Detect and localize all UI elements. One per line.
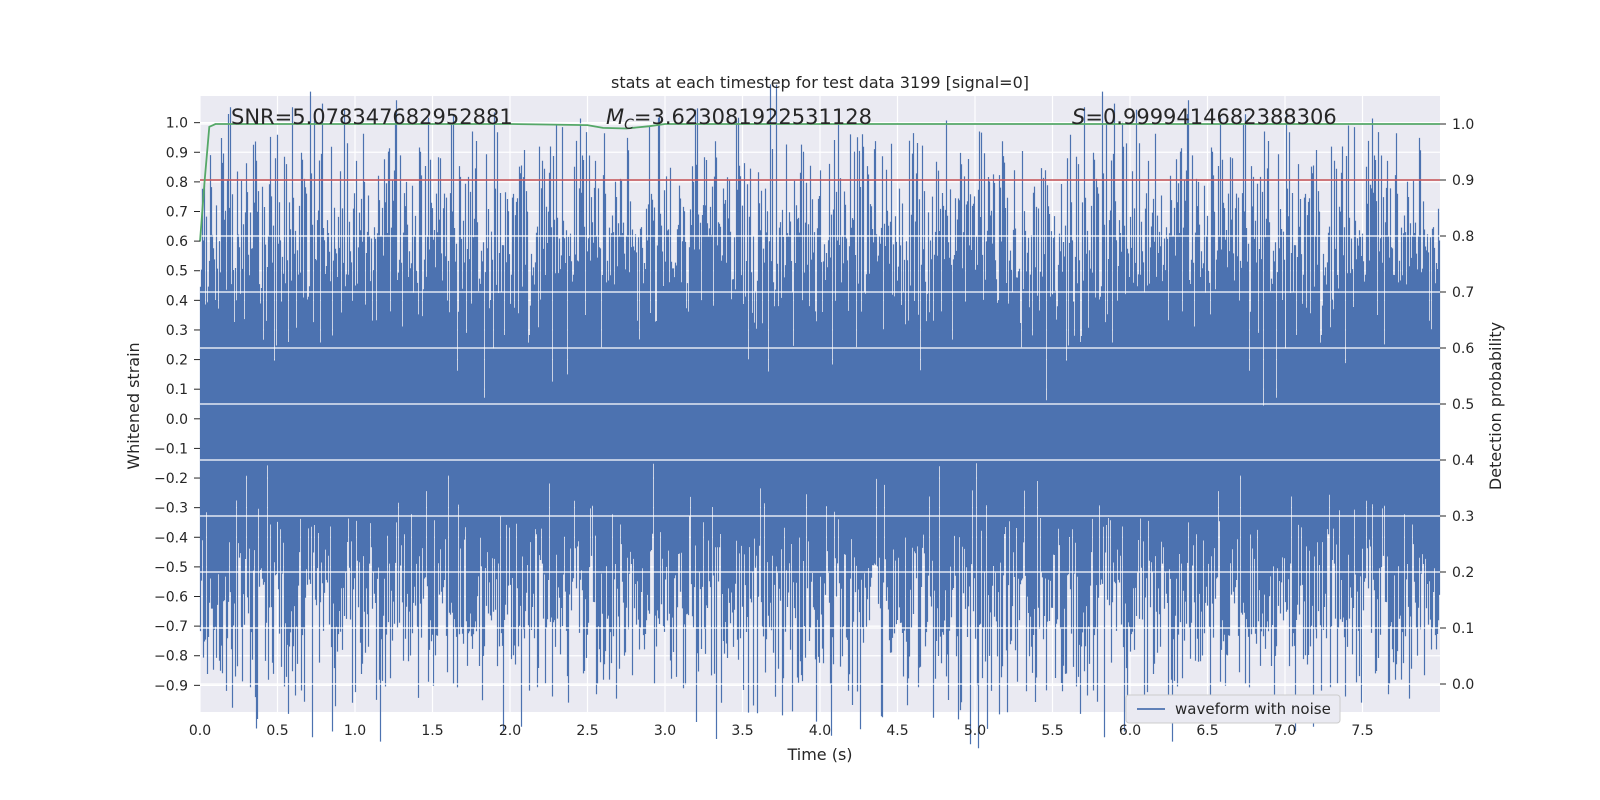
y-left-tick-label: −0.4 (154, 530, 188, 546)
y-left-tick-label: 0.1 (166, 382, 188, 398)
x-tick-label: 5.5 (1041, 723, 1063, 739)
y-left-tick-label: −0.5 (154, 560, 188, 576)
y-right-tick-label: 0.9 (1452, 173, 1474, 189)
x-tick-label: 3.0 (654, 723, 676, 739)
chart-title: stats at each timestep for test data 319… (611, 73, 1029, 92)
y-right-axis-label: Detection probability (1486, 322, 1505, 490)
y-left-tick-label: −0.8 (154, 649, 188, 665)
y-left-tick-label: −0.9 (154, 678, 188, 694)
x-axis-label: Time (s) (786, 745, 852, 764)
y-right-tick-label: 1.0 (1452, 117, 1474, 133)
y-left-tick-label: −0.3 (154, 501, 188, 517)
x-tick-label: 5.0 (964, 723, 986, 739)
x-tick-label: 3.5 (731, 723, 753, 739)
x-tick-label: 1.5 (421, 723, 443, 739)
y-right-tick-label: 0.1 (1452, 621, 1474, 637)
x-ticks: 0.0 0.5 1.0 1.5 2.0 2.5 3.0 3.5 4.0 4.5 5.0 5.5 6.0 6… (189, 723, 1374, 739)
y-left-tick-label: 0.2 (166, 353, 188, 369)
y-left-tick-label: 0.4 (166, 293, 188, 309)
x-tick-label: 1.0 (344, 723, 366, 739)
chirp-mass-text: =3.623081922531128 (634, 105, 872, 129)
y-left-tick-label: −0.1 (154, 441, 188, 457)
x-tick-label: 6.0 (1119, 723, 1141, 739)
y-right-tick-label: 0.3 (1452, 509, 1474, 525)
y-left-tick-label: 1.0 (166, 116, 188, 132)
probability-curve (199, 123, 1440, 242)
y-right-tick-label: 0.7 (1452, 285, 1474, 301)
x-tick-label: 0.5 (266, 723, 288, 739)
snr-text: SNR=5.078347682952881 (231, 105, 513, 129)
snr-annotation: SNR=5.078347682952881 (231, 105, 513, 129)
x-tick-label: 4.0 (809, 723, 831, 739)
x-tick-label: 4.5 (886, 723, 908, 739)
y-left-tick-label: 0.9 (166, 145, 188, 161)
y-right-tick-label: 0.8 (1452, 229, 1474, 245)
y-left-tick-label: 0.8 (166, 175, 188, 191)
y-left-tick-label: 0.3 (166, 323, 188, 339)
x-tick-label: 7.5 (1351, 723, 1373, 739)
y-right-tick-label: 0.2 (1452, 565, 1474, 581)
stat-symbol: S (1072, 105, 1085, 129)
y-left-axis-label: Whitened strain (124, 342, 143, 469)
waveform-series (199, 84, 1441, 749)
y-right-ticks: 0.0 0.1 0.2 0.3 0.4 0.5 0.6 0.7 0.8 0.9 1.0 (1440, 117, 1474, 693)
y-left-tick-label: −0.2 (154, 471, 188, 487)
legend-box (1125, 694, 1341, 724)
y-right-tick-label: 0.5 (1452, 397, 1474, 413)
stat-annotation: S=0.9999414682388306 (1072, 105, 1337, 129)
x-tick-label: 6.5 (1196, 723, 1218, 739)
legend: waveform with noise (1125, 694, 1341, 724)
x-tick-label: 2.5 (576, 723, 598, 739)
legend-entry: waveform with noise (1175, 700, 1331, 718)
y-right-tick-label: 0.4 (1452, 453, 1474, 469)
y-right-tick-label: 0.6 (1452, 341, 1474, 357)
stat-text: =0.9999414682388306 (1085, 105, 1336, 129)
y-left-tick-label: 0.6 (166, 234, 188, 250)
y-left-tick-label: −0.6 (154, 590, 188, 606)
y-left-tick-label: 0.0 (166, 412, 188, 428)
x-tick-label: 7.0 (1274, 723, 1296, 739)
y-left-tick-label: 0.7 (166, 205, 188, 221)
chirp-mass-annotation: MC=3.623081922531128 (606, 105, 872, 133)
y-right-tick-label: 0.0 (1452, 677, 1474, 693)
y-left-ticks: −0.9 −0.8 −0.7 −0.6 −0.5 −0.4 −0.3 −0.2 −0.1 0.0 0… (154, 116, 200, 694)
waveform-line (199, 84, 1441, 749)
y-left-tick-label: 0.5 (166, 264, 188, 280)
x-tick-label: 2.0 (499, 723, 521, 739)
chirp-mass-symbol: M (606, 105, 624, 129)
y-left-tick-label: −0.7 (154, 619, 188, 635)
x-tick-label: 0.0 (189, 723, 211, 739)
chirp-mass-subscript: C (624, 117, 634, 133)
